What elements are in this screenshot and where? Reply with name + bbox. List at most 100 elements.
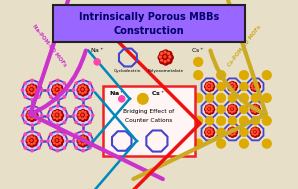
Circle shape <box>82 136 83 138</box>
Circle shape <box>77 113 82 118</box>
Circle shape <box>253 107 257 111</box>
Text: Na-POM-CD MOFs: Na-POM-CD MOFs <box>31 23 67 67</box>
Circle shape <box>77 139 82 143</box>
Circle shape <box>206 105 209 109</box>
Circle shape <box>27 85 32 90</box>
Circle shape <box>232 134 233 136</box>
Circle shape <box>72 140 74 142</box>
Circle shape <box>59 112 60 113</box>
Circle shape <box>85 117 86 119</box>
Circle shape <box>56 111 58 112</box>
Circle shape <box>232 128 233 129</box>
Circle shape <box>24 96 27 98</box>
FancyBboxPatch shape <box>103 86 195 156</box>
Circle shape <box>240 105 248 113</box>
Text: Cs-POM-CD MOFs: Cs-POM-CD MOFs <box>227 24 263 67</box>
Circle shape <box>232 105 233 106</box>
Circle shape <box>254 128 256 129</box>
Text: Construction: Construction <box>114 26 184 36</box>
Circle shape <box>210 82 214 86</box>
Circle shape <box>89 121 91 124</box>
Circle shape <box>72 89 74 91</box>
Circle shape <box>91 114 94 117</box>
Circle shape <box>31 149 33 152</box>
Circle shape <box>231 85 233 87</box>
Circle shape <box>54 91 55 93</box>
Circle shape <box>85 143 86 144</box>
Circle shape <box>229 129 230 130</box>
Circle shape <box>254 82 256 84</box>
Text: Intrinsically Porous MBBs: Intrinsically Porous MBBs <box>79 12 219 22</box>
Circle shape <box>254 81 257 85</box>
Circle shape <box>163 50 168 56</box>
Circle shape <box>83 142 88 146</box>
Circle shape <box>161 53 163 54</box>
Circle shape <box>209 89 210 90</box>
Circle shape <box>254 104 257 108</box>
Circle shape <box>254 112 256 113</box>
Circle shape <box>234 85 238 88</box>
Circle shape <box>85 113 89 118</box>
Circle shape <box>33 91 35 93</box>
Circle shape <box>24 121 27 124</box>
Circle shape <box>83 116 88 120</box>
Circle shape <box>210 87 214 91</box>
Circle shape <box>229 83 230 84</box>
Circle shape <box>59 86 60 88</box>
Circle shape <box>164 61 166 63</box>
Circle shape <box>54 117 55 119</box>
Circle shape <box>28 117 30 119</box>
Circle shape <box>56 124 59 126</box>
Circle shape <box>251 133 255 136</box>
Circle shape <box>78 111 83 115</box>
Circle shape <box>229 88 230 89</box>
Circle shape <box>60 89 62 90</box>
Circle shape <box>26 88 30 92</box>
Circle shape <box>28 91 30 93</box>
Circle shape <box>55 92 60 96</box>
Circle shape <box>206 88 208 89</box>
Circle shape <box>256 82 260 86</box>
Circle shape <box>66 140 69 142</box>
FancyBboxPatch shape <box>53 5 245 42</box>
Circle shape <box>210 133 214 136</box>
Circle shape <box>63 82 66 84</box>
Circle shape <box>55 88 60 92</box>
Circle shape <box>33 143 35 144</box>
Circle shape <box>78 91 83 95</box>
Circle shape <box>78 140 80 141</box>
Text: Cyclodextrin: Cyclodextrin <box>114 69 142 73</box>
Circle shape <box>217 139 226 148</box>
Circle shape <box>82 124 84 126</box>
Circle shape <box>210 105 214 109</box>
Circle shape <box>32 111 37 115</box>
Circle shape <box>30 117 34 122</box>
Circle shape <box>252 83 253 84</box>
Circle shape <box>73 106 93 125</box>
Circle shape <box>163 54 169 60</box>
Circle shape <box>211 106 212 107</box>
Circle shape <box>251 110 255 113</box>
Circle shape <box>81 113 86 118</box>
Circle shape <box>58 116 63 120</box>
Circle shape <box>250 130 254 134</box>
Circle shape <box>54 86 55 88</box>
Circle shape <box>234 88 235 89</box>
Circle shape <box>59 143 60 144</box>
Circle shape <box>211 83 212 84</box>
Circle shape <box>27 89 29 90</box>
Circle shape <box>22 80 42 100</box>
Circle shape <box>81 139 86 143</box>
Circle shape <box>30 113 35 118</box>
Circle shape <box>205 85 208 88</box>
Circle shape <box>206 82 209 86</box>
Circle shape <box>53 136 57 141</box>
Circle shape <box>52 139 56 143</box>
Circle shape <box>253 130 257 134</box>
Circle shape <box>208 127 212 131</box>
Circle shape <box>251 128 255 132</box>
Circle shape <box>228 85 229 87</box>
Circle shape <box>208 81 212 85</box>
Circle shape <box>31 130 33 132</box>
Circle shape <box>82 118 83 120</box>
